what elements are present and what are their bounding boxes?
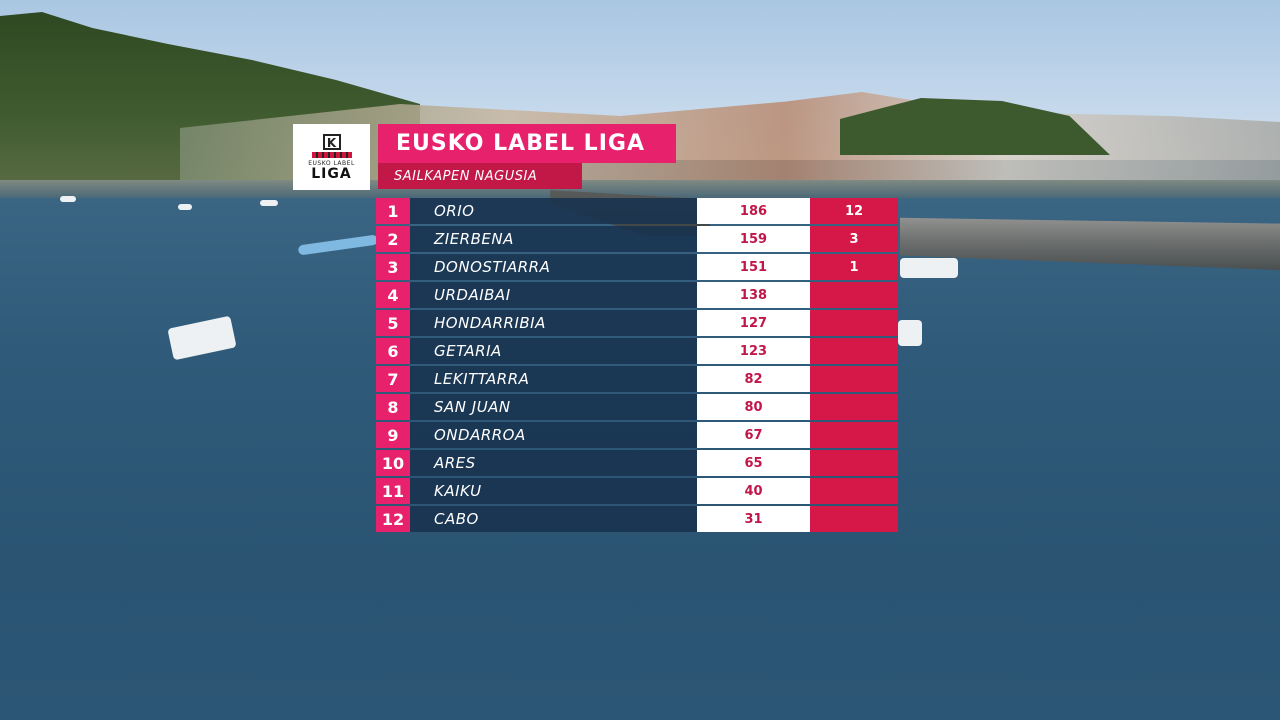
position-cell: 2 [376, 226, 410, 252]
table-row: 9 ONDARROA 67 [376, 422, 900, 448]
position-cell: 11 [376, 478, 410, 504]
table-row: 10 ARES 65 [376, 450, 900, 476]
position-cell: 8 [376, 394, 410, 420]
logo-small-text: EUSKO LABEL [308, 159, 355, 167]
team-name-cell: HONDARRIBIA [410, 310, 697, 336]
wins-cell [810, 310, 898, 336]
position-cell: 3 [376, 254, 410, 280]
position-cell: 9 [376, 422, 410, 448]
position-cell: 5 [376, 310, 410, 336]
position-cell: 4 [376, 282, 410, 308]
points-cell: 151 [697, 254, 810, 280]
points-cell: 40 [697, 478, 810, 504]
table-row: 6 GETARIA 123 [376, 338, 900, 364]
points-cell: 186 [697, 198, 810, 224]
points-cell: 31 [697, 506, 810, 532]
boat [178, 204, 192, 210]
boat [898, 320, 922, 346]
team-name-cell: ONDARROA [410, 422, 697, 448]
points-cell: 82 [697, 366, 810, 392]
wins-cell: 1 [810, 254, 898, 280]
wins-cell: 12 [810, 198, 898, 224]
team-name-cell: ZIERBENA [410, 226, 697, 252]
points-cell: 65 [697, 450, 810, 476]
table-row: 4 URDAIBAI 138 [376, 282, 900, 308]
wins-cell [810, 366, 898, 392]
points-cell: 123 [697, 338, 810, 364]
boat [60, 196, 76, 202]
team-name-cell: GETARIA [410, 338, 697, 364]
logo-big-text: LIGA [311, 165, 352, 182]
standings-table: 1 ORIO 186 12 2 ZIERBENA 159 3 3 DONOSTI… [376, 198, 900, 534]
standings-subtitle: SAILKAPEN NAGUSIA [378, 163, 582, 189]
team-name-cell: ARES [410, 450, 697, 476]
table-row: 12 CABO 31 [376, 506, 900, 532]
wins-cell [810, 478, 898, 504]
logo-mark: K [322, 133, 341, 150]
points-cell: 138 [697, 282, 810, 308]
wins-cell [810, 506, 898, 532]
table-row: 7 LEKITTARRA 82 [376, 366, 900, 392]
team-name-cell: KAIKU [410, 478, 697, 504]
points-cell: 80 [697, 394, 810, 420]
league-logo: K EUSKO LABEL LIGA [293, 124, 370, 190]
logo-boat-icon [311, 151, 352, 158]
table-row: 2 ZIERBENA 159 3 [376, 226, 900, 252]
wins-cell: 3 [810, 226, 898, 252]
team-name-cell: SAN JUAN [410, 394, 697, 420]
wins-cell [810, 450, 898, 476]
wins-cell [810, 394, 898, 420]
team-name-cell: ORIO [410, 198, 697, 224]
team-name-cell: DONOSTIARRA [410, 254, 697, 280]
position-cell: 10 [376, 450, 410, 476]
points-cell: 159 [697, 226, 810, 252]
table-row: 8 SAN JUAN 80 [376, 394, 900, 420]
standings-title: EUSKO LABEL LIGA [378, 124, 676, 163]
wins-cell [810, 338, 898, 364]
position-cell: 12 [376, 506, 410, 532]
team-name-cell: CABO [410, 506, 697, 532]
table-row: 3 DONOSTIARRA 151 1 [376, 254, 900, 280]
table-row: 1 ORIO 186 12 [376, 198, 900, 224]
position-cell: 7 [376, 366, 410, 392]
wins-cell [810, 422, 898, 448]
points-cell: 67 [697, 422, 810, 448]
boat [260, 200, 278, 206]
position-cell: 1 [376, 198, 410, 224]
team-name-cell: URDAIBAI [410, 282, 697, 308]
wins-cell [810, 282, 898, 308]
position-cell: 6 [376, 338, 410, 364]
table-row: 5 HONDARRIBIA 127 [376, 310, 900, 336]
boat [900, 258, 958, 278]
team-name-cell: LEKITTARRA [410, 366, 697, 392]
points-cell: 127 [697, 310, 810, 336]
table-row: 11 KAIKU 40 [376, 478, 900, 504]
